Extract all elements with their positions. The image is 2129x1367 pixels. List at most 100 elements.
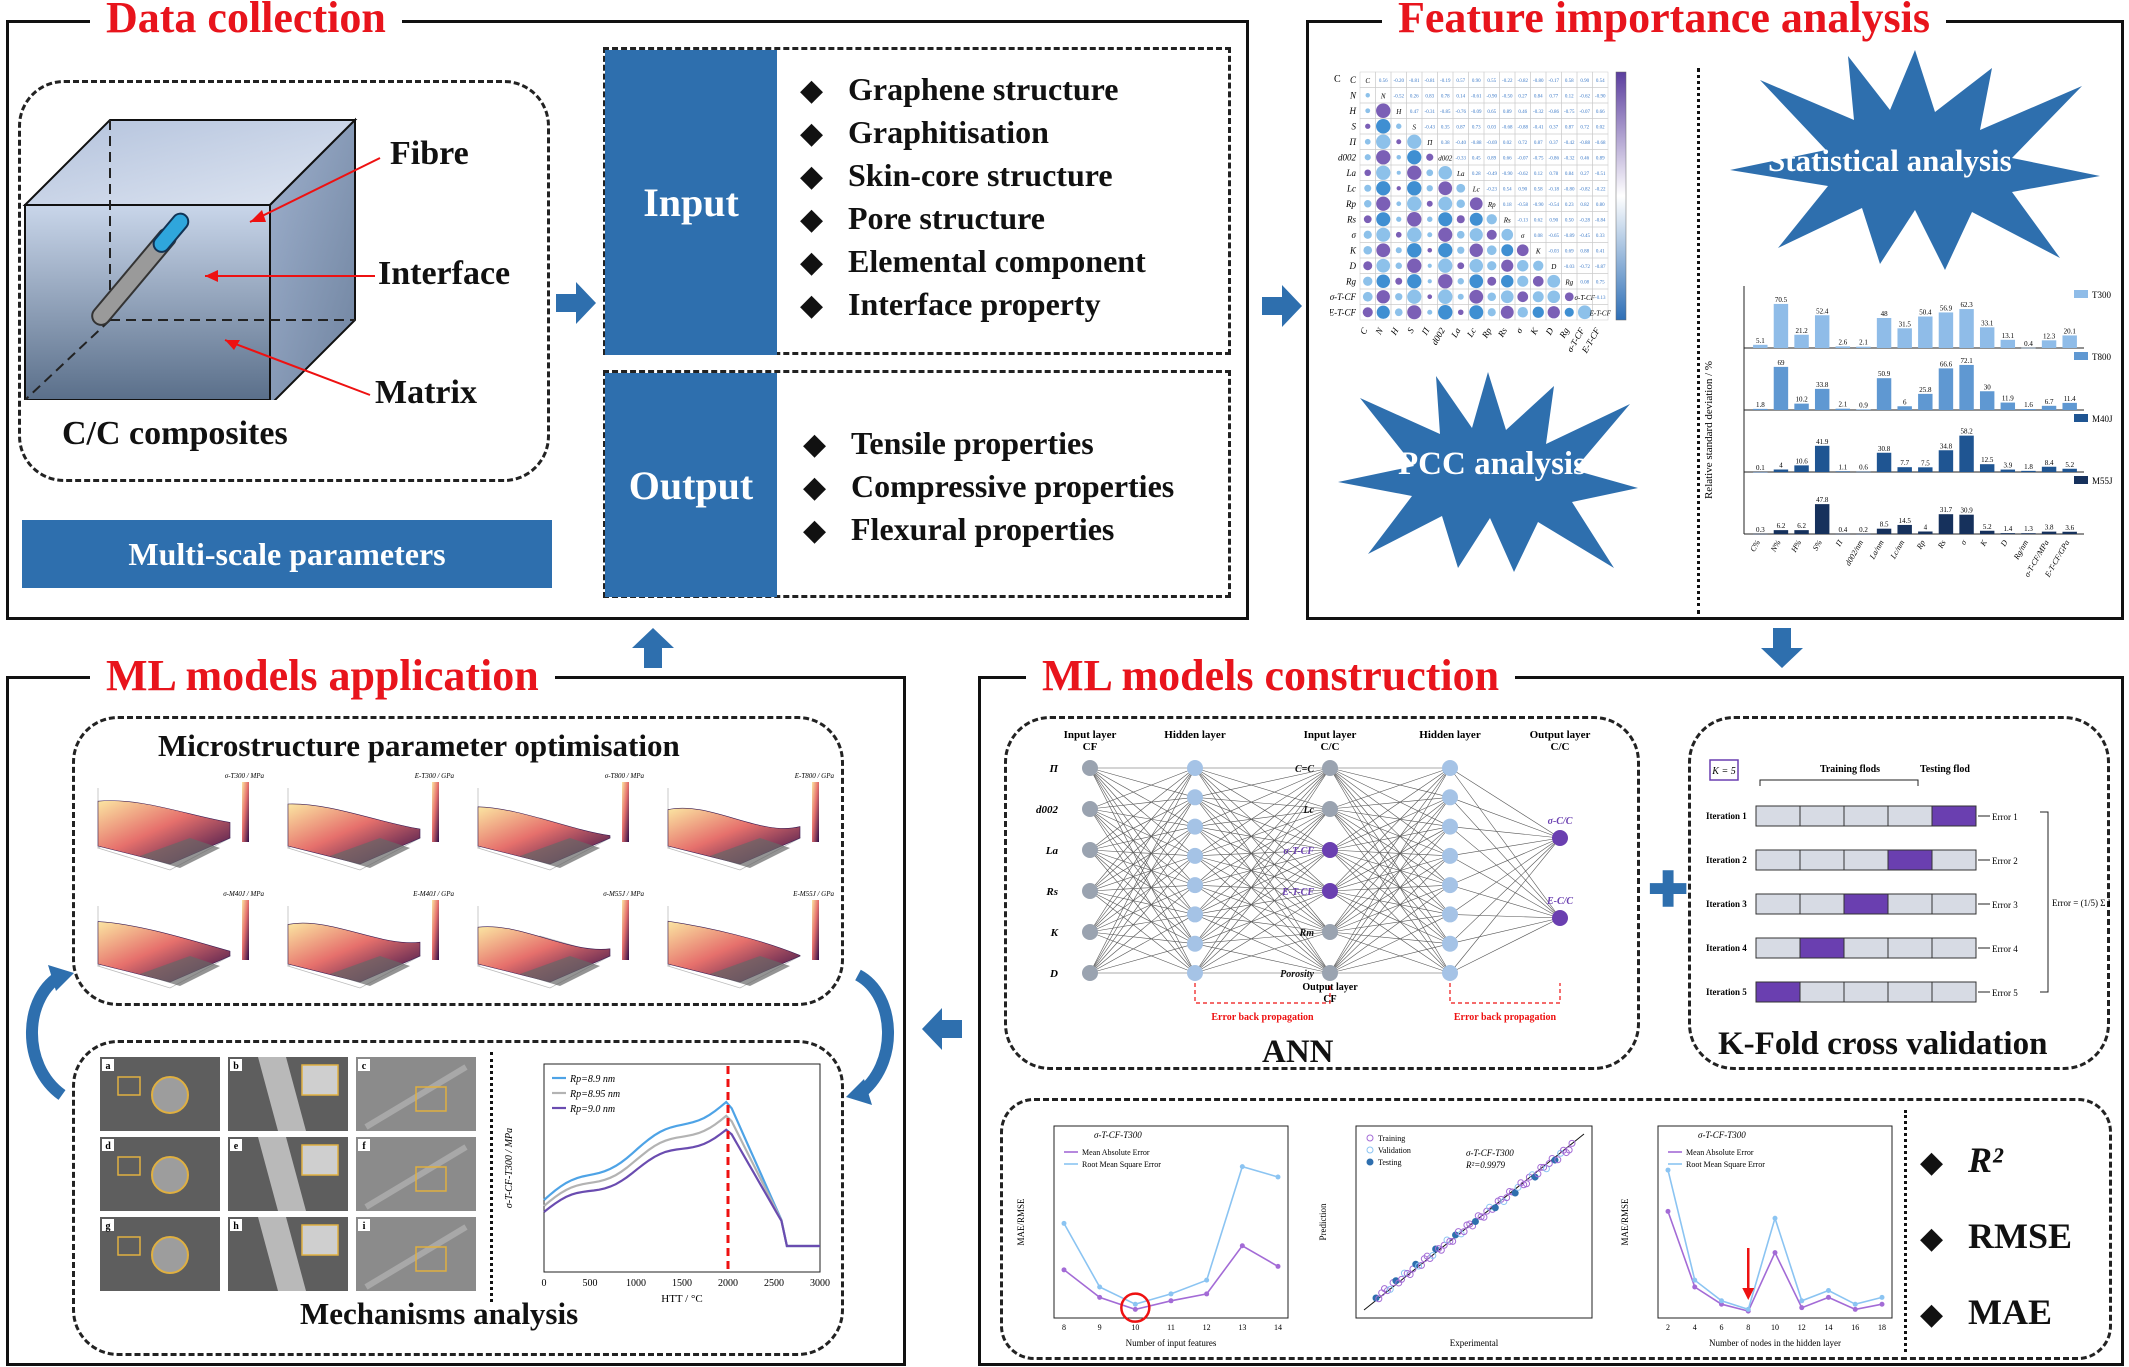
pcc-coefficient: 0.78 [1441, 94, 1450, 99]
input-item: Pore structure [800, 197, 1146, 240]
ann-connection [1089, 849, 1196, 886]
surface-title: E-M55J / GPa [792, 890, 834, 898]
pcc-colorbar [1615, 71, 1627, 321]
rsd-category-label: N% [1768, 538, 1782, 554]
pcc-coefficient: -0.88 [1518, 125, 1529, 130]
pcc-coefficient: 0.87 [1456, 125, 1465, 130]
rsd-value-label: 10.6 [1795, 457, 1808, 465]
rsd-value-label: 1.8 [1756, 401, 1765, 409]
rsd-category-label: Rs [1935, 539, 1947, 551]
rsd-category-label: La/nm [1867, 538, 1886, 561]
pcc-coefficient: 0.23 [1565, 203, 1574, 208]
sem-fibre-side [258, 1137, 306, 1211]
pcc-coefficient: -0.65 [1549, 234, 1560, 239]
pcc-coefficient: 0.87 [1565, 125, 1574, 130]
rsd-value-label: 0.4 [1838, 526, 1847, 534]
rsd-value-label: 1.1 [1838, 463, 1847, 471]
rsd-bar [1897, 328, 1912, 348]
rsd-bar [1753, 344, 1768, 348]
pcc-circle [1456, 183, 1466, 193]
pcc-coefficient: -0.90 [1595, 94, 1606, 99]
ann-connection [1089, 767, 1196, 933]
pcc-circle [1376, 119, 1391, 134]
pcc-circle [1364, 138, 1371, 145]
rsd-value-label: 14.5 [1899, 517, 1912, 525]
scatter-point [1375, 1295, 1383, 1303]
pcc-coefficient: 0.88 [1580, 249, 1589, 254]
ann-connection [1194, 849, 1331, 886]
rsd-bar [1794, 530, 1809, 534]
surface-colorbar [622, 782, 629, 842]
ann-connection [1329, 884, 1451, 933]
evaluation-frame [1000, 1098, 2112, 1360]
ann-layer-title: Hidden layer [1164, 729, 1226, 741]
ann-input-label: D [1049, 968, 1058, 980]
arrow-right-icon [1262, 285, 1302, 327]
sem-highlight [415, 1086, 447, 1112]
rsd-bar [1918, 393, 1933, 410]
kfold-iteration-label: Iteration 4 [1706, 943, 1747, 953]
pcc-coefficient: 0.27 [1580, 172, 1589, 177]
ann-connection [1089, 767, 1196, 810]
pcc-circle [1438, 305, 1453, 320]
starburst-icon [1338, 372, 1638, 572]
plot-x-label: Number of nodes in the hidden layer [1709, 1338, 1841, 1348]
pcc-coefficient: -0.76 [1456, 110, 1467, 115]
prediction-scatter-plot: σ-T-CF-T300 R²=0.9979 Prediction Experiment… [1318, 1125, 1593, 1348]
rsd-value-label: 0.3 [1756, 526, 1765, 534]
rsd-value-label: 50.4 [1919, 309, 1932, 317]
ann-input-label: d002 [1036, 804, 1059, 816]
pcc-correlation-matrix: CCC 0.56 -0.20 -0.81 -0.81 -0.19 0.57 0.90 0.55-… [1330, 71, 1627, 356]
rsd-value-label: 5.1 [1756, 337, 1765, 345]
scatter-point [1565, 1146, 1573, 1154]
mechanisms-title: Mechanisms analysis [300, 1296, 579, 1331]
rsd-bar [2041, 531, 2057, 534]
rsd-bar [1938, 514, 1954, 534]
ann-neuron [1187, 760, 1203, 776]
ann-neuron [1322, 801, 1338, 817]
pcc-circle [1438, 227, 1453, 242]
ann-connection [1449, 797, 1561, 919]
plot-x-label: Experimental [1450, 1338, 1499, 1348]
surface-plot: σ-T300 / MPa [96, 772, 264, 871]
pcc-diag-label: E-T-CF [1589, 309, 1612, 317]
sem-letter: g [106, 1221, 111, 1232]
curve-x-tick: 1500 [672, 1278, 692, 1289]
pcc-coefficient: -0.75 [1533, 156, 1544, 161]
ann-connection [1194, 767, 1331, 944]
sem-image: a [100, 1057, 220, 1131]
ann-connection [1194, 849, 1331, 915]
starburst-icon [1730, 50, 2100, 270]
pcc-coefficient: 0.90 [1580, 79, 1589, 84]
pcc-coefficient: 0.58 [1565, 79, 1574, 84]
ann-connection [1089, 890, 1196, 944]
rsd-category-label: d002/nm [1843, 538, 1865, 567]
ann-connection [1089, 884, 1196, 974]
pcc-coefficient: 0.55 [1487, 79, 1496, 84]
ann-connection [1194, 767, 1331, 886]
pcc-circle [1516, 244, 1529, 257]
pcc-coefficient: 0.14 [1456, 94, 1465, 99]
ann-layer-title: C/C [1321, 741, 1340, 753]
kfold-error-label: Error 1 [1992, 812, 2018, 822]
rsd-category-label: Π [1833, 537, 1845, 548]
rsd-bar [2062, 335, 2077, 348]
rsd-value-label: 12.3 [2043, 332, 2056, 340]
pcc-circle [1407, 134, 1422, 149]
pcc-circle [1564, 292, 1574, 302]
pcc-col-label: N [1373, 325, 1386, 337]
pcc-coefficient: 0.78 [1549, 172, 1558, 177]
output-frame [603, 370, 1231, 598]
pcc-coefficient: -0.86 [1549, 110, 1560, 115]
scatter-point [1477, 1213, 1485, 1221]
ann-neuron [1322, 924, 1338, 940]
rsd-value-label: 7.5 [1921, 459, 1930, 467]
ann-neuron [1187, 935, 1203, 952]
ann-cc-input-label: C=C [1295, 764, 1314, 775]
rsd-value-label: 6 [1903, 398, 1907, 406]
pcc-circle [1438, 258, 1453, 273]
ann-connection [1329, 890, 1451, 944]
ann-connection [1089, 808, 1196, 915]
pcc-circle [1407, 227, 1422, 242]
